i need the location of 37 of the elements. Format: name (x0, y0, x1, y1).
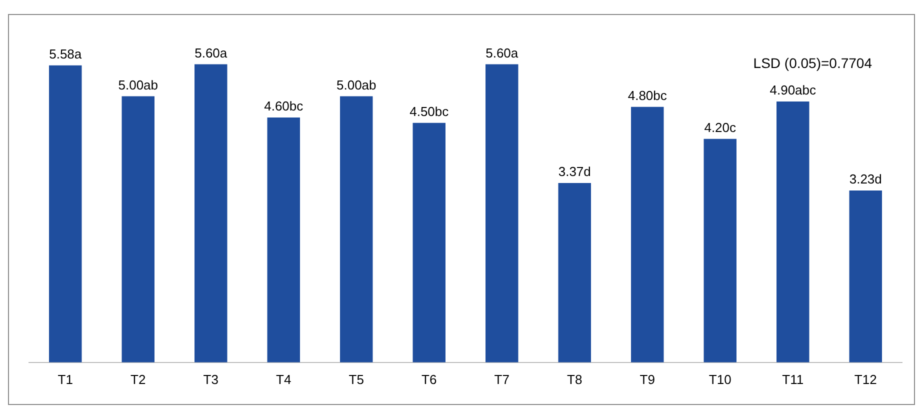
data-label: 4.60bc (264, 98, 304, 114)
bar (340, 96, 373, 362)
data-label: 4.20c (704, 120, 737, 135)
x-tick-label: T3 (203, 372, 218, 387)
bar (776, 102, 810, 362)
bar (49, 65, 82, 362)
data-label: 5.00ab (118, 77, 158, 92)
bar (194, 64, 228, 362)
x-tick-label: T7 (494, 372, 510, 387)
data-label: 5.60a (486, 45, 519, 60)
x-tick-label: T1 (58, 372, 73, 387)
data-label: 3.37d (558, 164, 591, 180)
x-tick-label: T5 (348, 372, 364, 387)
bar (849, 190, 882, 362)
data-label: 5.00ab (336, 77, 376, 92)
bar (558, 183, 591, 362)
data-label: 4.90abc (770, 82, 817, 98)
bar (267, 118, 300, 362)
data-label: 5.60a (194, 45, 228, 60)
data-label: 5.58a (49, 46, 82, 62)
data-label: 4.50bc (410, 104, 450, 119)
bar (486, 64, 518, 362)
bar (631, 106, 664, 362)
bar (704, 138, 736, 362)
x-tick-label: T4 (276, 372, 292, 387)
x-tick-label: T10 (708, 372, 732, 387)
x-tick-label: T2 (130, 372, 146, 387)
bar (122, 96, 154, 362)
annotation: LSD (0.05)=0.7704 (753, 54, 872, 71)
x-tick-label: T8 (567, 372, 582, 387)
data-label: 4.80bc (628, 88, 668, 103)
x-tick-label: T11 (782, 372, 804, 387)
x-tick-label: T9 (640, 372, 655, 387)
bar (412, 122, 446, 362)
x-tick-label: T12 (854, 372, 877, 387)
data-label: 3.23d (849, 172, 882, 187)
x-tick-label: T6 (422, 372, 437, 387)
